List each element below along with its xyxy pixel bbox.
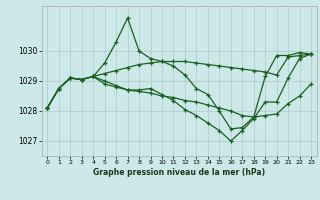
X-axis label: Graphe pression niveau de la mer (hPa): Graphe pression niveau de la mer (hPa) [93,168,265,177]
